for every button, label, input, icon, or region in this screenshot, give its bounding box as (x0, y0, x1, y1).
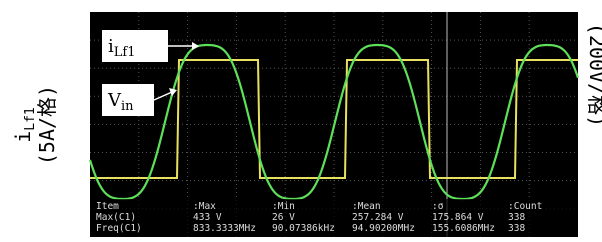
table-header: :Count (508, 201, 542, 212)
right-axis-label: (200V/格) Vin (585, 23, 602, 127)
left-axis-label: iLf1 (5A/格) (11, 85, 59, 165)
table-header: :Mean (352, 201, 381, 212)
table-header: :σ (432, 201, 444, 212)
table-cell: 26 V (272, 212, 295, 223)
left-symbol: iLf1 (11, 107, 38, 143)
subscript: in (121, 99, 134, 114)
table-cell: 833.3333MHz (193, 223, 256, 234)
right-scale: (200V/格) (585, 23, 602, 127)
table-cell: 338 (508, 223, 525, 234)
symbol: V (107, 90, 122, 111)
figure: iLf1 (5A/格) (200V/格) Vin iLf1 Vin Item:M… (0, 0, 602, 242)
table-header: :Max (193, 201, 216, 212)
table-cell: 175.864 V (432, 212, 484, 223)
table-cell: 94.90200MHz (352, 223, 415, 234)
table-cell: Max(C1) (96, 212, 136, 223)
subscript: Lf1 (114, 45, 136, 60)
measurement-table: Item :Max :Min :Mean :σ :Count Max(C1) 433 V 26 … (90, 199, 578, 237)
table-cell: 90.07386kHz (272, 223, 335, 234)
table-cell: 155.6086MHz (432, 223, 495, 234)
table-cell: 338 (508, 212, 525, 223)
table-header: :Min (272, 201, 295, 212)
table-header: Item (96, 201, 119, 212)
table-cell: 433 V (193, 212, 222, 223)
left-scale: (5A/格) (35, 85, 59, 165)
table-cell: 257.284 V (352, 212, 404, 223)
table-cell: Freq(C1) (96, 223, 142, 234)
symbol: i (11, 131, 35, 143)
